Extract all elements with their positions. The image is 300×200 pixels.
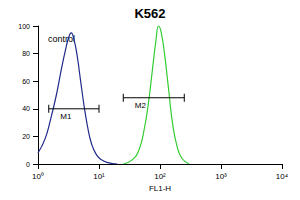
svg-text:20: 20: [22, 133, 30, 140]
svg-text:control: control: [48, 34, 75, 44]
svg-text:M2: M2: [135, 101, 147, 110]
svg-text:K562: K562: [134, 6, 165, 21]
svg-text:100: 100: [18, 23, 30, 30]
svg-text:FL1-H: FL1-H: [149, 184, 171, 193]
svg-text:10³: 10³: [215, 172, 227, 181]
svg-text:80: 80: [22, 50, 30, 57]
svg-text:M1: M1: [60, 112, 72, 121]
svg-text:60: 60: [22, 78, 30, 85]
svg-text:10²: 10²: [154, 172, 166, 181]
svg-text:10⁰: 10⁰: [32, 172, 44, 181]
svg-text:10⁴: 10⁴: [276, 172, 289, 181]
svg-text:40: 40: [22, 105, 30, 112]
svg-text:10¹: 10¹: [93, 172, 105, 181]
svg-text:0: 0: [26, 161, 30, 168]
